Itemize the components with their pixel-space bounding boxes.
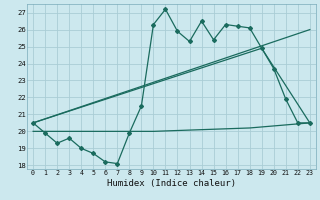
X-axis label: Humidex (Indice chaleur): Humidex (Indice chaleur) <box>107 179 236 188</box>
